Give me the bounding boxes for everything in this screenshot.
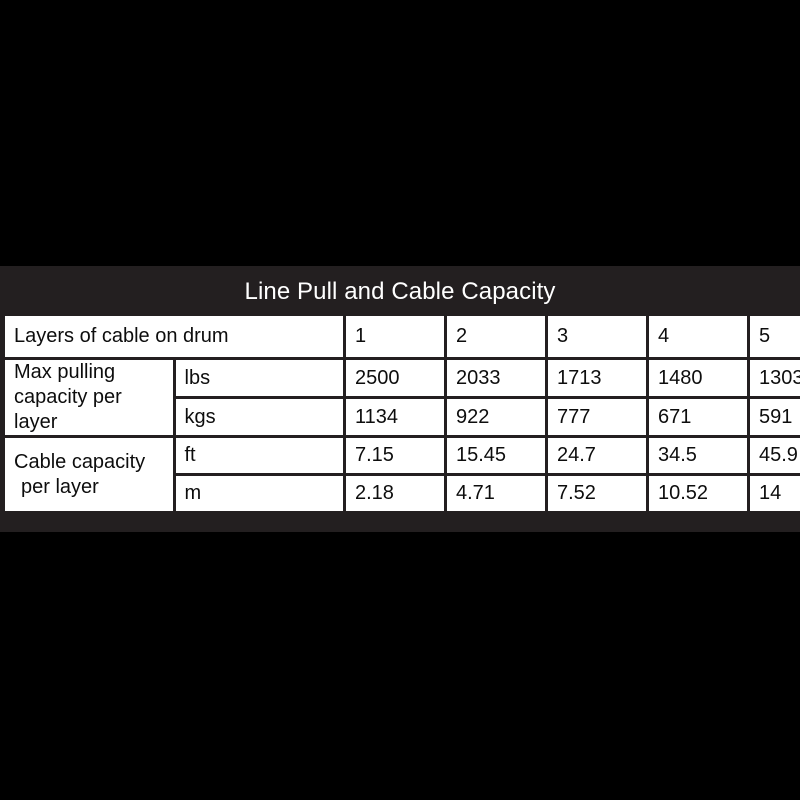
header-layer-2: 2: [444, 313, 548, 360]
table-row-cable-capacity-ft: Cable capacity per layer ft 7.15 15.45 2…: [2, 435, 800, 514]
unit-kgs: kgs: [172, 396, 346, 438]
cable-capacity-ft-layer-4: 34.5: [646, 435, 750, 476]
cable-capacity-ft-layer-2: 15.45: [444, 435, 548, 476]
max-pull-kgs-layer-2: 922: [444, 396, 548, 438]
max-pull-kgs-layer-3: 777: [545, 396, 649, 438]
header-layer-3: 3: [545, 313, 649, 360]
cable-capacity-m-layer-1: 2.18: [343, 473, 447, 514]
max-pull-lbs-layer-5: 1303: [747, 357, 800, 399]
section-label-line-2: layer: [14, 411, 58, 433]
table-row-max-pull-kgs: kgs 1134 922 777 671 591: [4, 396, 800, 438]
max-pull-kgs-layer-4: 671: [646, 396, 750, 438]
unit-m: m: [172, 473, 346, 514]
max-pull-lbs-layer-2: 2033: [444, 357, 548, 399]
table-row-header: Layers of cable on drum 1 2 3 4 5: [2, 313, 800, 360]
unit-lbs: lbs: [172, 357, 346, 399]
section-label-line-2: per layer: [21, 475, 99, 498]
header-layer-5: 5: [747, 313, 800, 360]
cable-capacity-m-layer-4: 10.52: [646, 473, 750, 514]
cable-capacity-ft-layer-3: 24.7: [545, 435, 649, 476]
cable-capacity-m-layer-5: 14: [747, 473, 800, 514]
section-label-line-1: Cable capacity: [14, 450, 146, 473]
cable-capacity-ft-layer-5: 45.9: [747, 435, 800, 476]
cable-capacity-m-layer-3: 7.52: [545, 473, 649, 514]
cable-capacity-m-layer-2: 4.71: [444, 473, 548, 514]
section-label-cable-capacity: Cable capacity per layer: [2, 435, 176, 514]
max-pull-lbs-layer-3: 1713: [545, 357, 649, 399]
table-row-cable-capacity-m: m 2.18 4.71 7.52 10.52 14: [4, 473, 800, 514]
page-title: Line Pull and Cable Capacity: [244, 278, 556, 305]
max-pull-lbs-layer-1: 2500: [343, 357, 447, 399]
cable-capacity-ft-layer-1: 7.15: [343, 435, 447, 476]
line-pull-cable-capacity-table: Layers of cable on drum 1 2 3 4 5 Max pu…: [2, 313, 800, 514]
max-pull-kgs-layer-5: 591: [747, 396, 800, 438]
header-layer-1: 1: [343, 313, 447, 360]
section-label-line-1: Max pulling capacity per: [14, 361, 122, 408]
unit-ft: ft: [172, 435, 346, 476]
header-layer-4: 4: [646, 313, 750, 360]
max-pull-kgs-layer-1: 1134: [343, 396, 447, 438]
section-label-max-pulling-capacity: Max pulling capacity per layer: [2, 357, 176, 438]
max-pull-lbs-layer-4: 1480: [646, 357, 750, 399]
table-row-max-pull-lbs: Max pulling capacity per layer lbs 2500 …: [2, 357, 800, 438]
header-label-layers-of-cable-on-drum: Layers of cable on drum: [2, 313, 346, 360]
